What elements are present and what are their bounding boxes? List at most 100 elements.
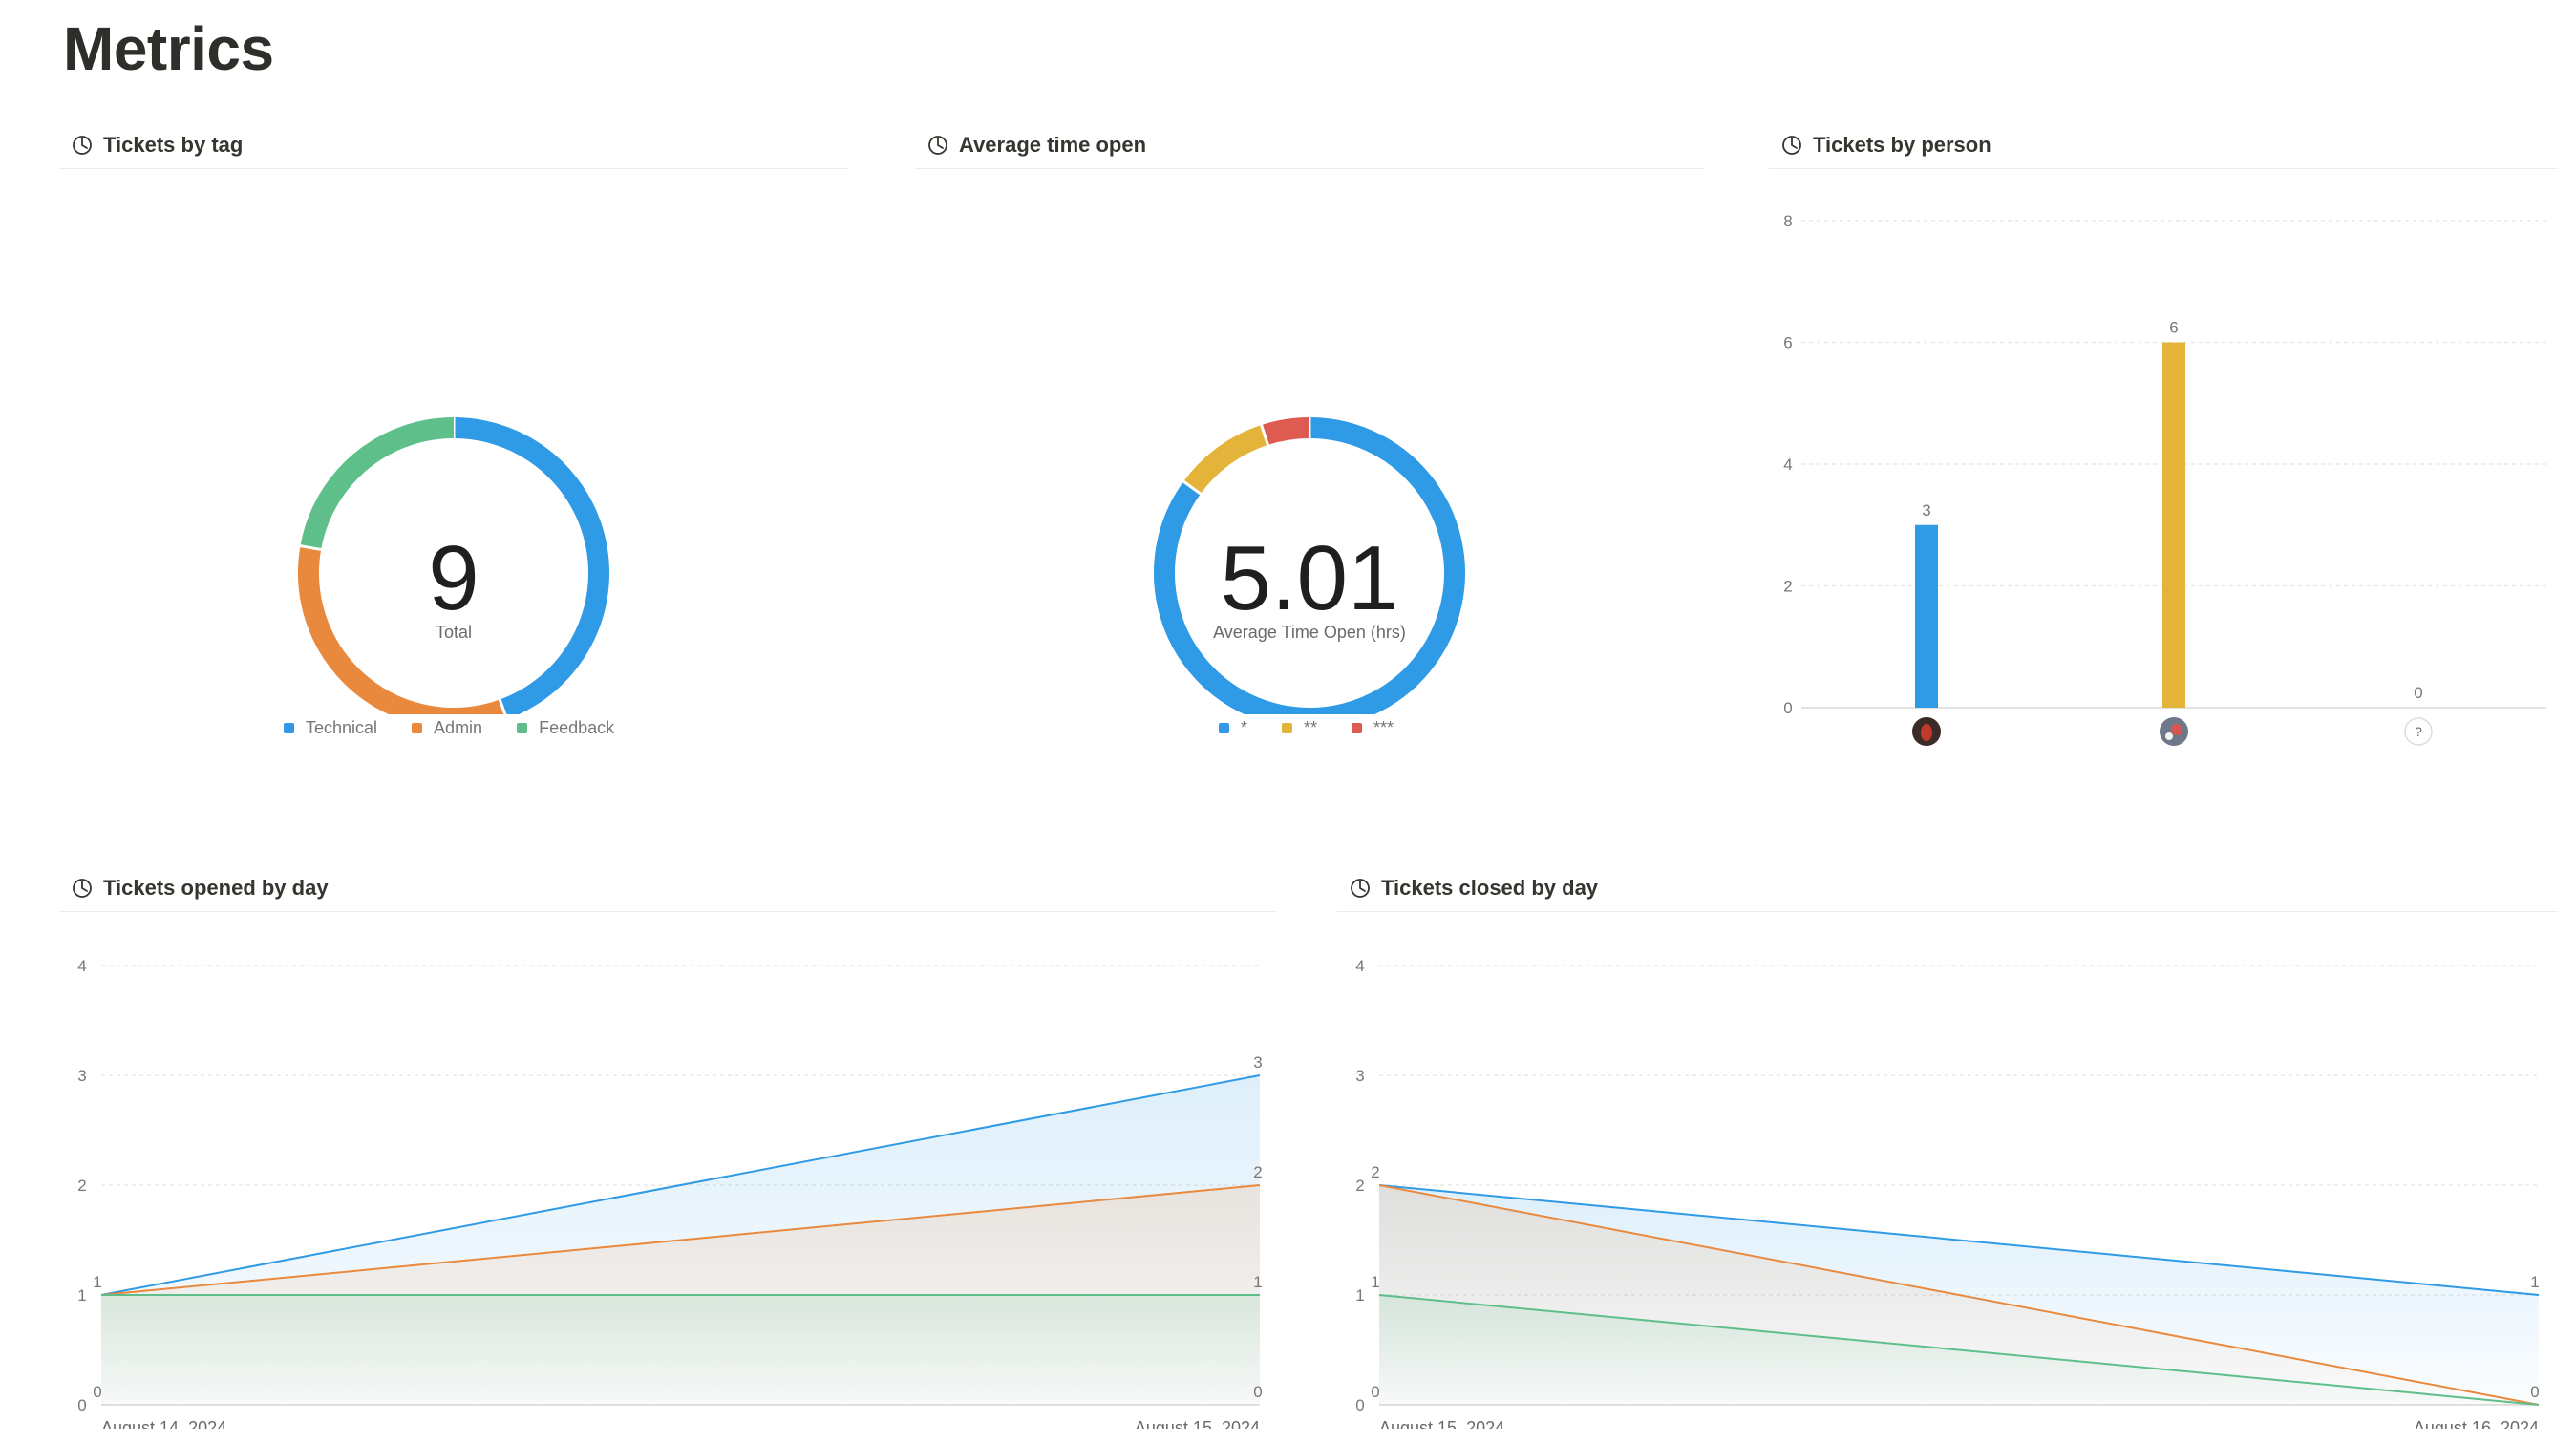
card-tickets-opened-by-day[interactable]: Tickets opened by day 0 1 2 3 4 August 14, 20… xyxy=(59,865,1276,1429)
avatar-bg xyxy=(2404,717,2433,746)
card-header: Tickets closed by day xyxy=(1337,865,2558,912)
bar-value-label: 0 xyxy=(2414,684,2422,702)
y-tick-label: 4 xyxy=(1355,957,1364,975)
card-tickets-by-person[interactable]: Tickets by person 0 2 4 6 8 3 6 0? xyxy=(1769,122,2558,772)
legend-label: * xyxy=(1241,718,1248,737)
legend-swatch xyxy=(1282,723,1293,733)
avatar-detail xyxy=(2165,732,2173,740)
chart-legend: Technical Admin Feedback xyxy=(284,718,614,738)
donut-slice-1 xyxy=(1154,417,1465,714)
x-tick-label: August 15, 2024 xyxy=(1379,1418,1504,1429)
bar-1 xyxy=(1915,524,1938,708)
point-value-label: 1 xyxy=(2530,1273,2539,1291)
avatar-unknown-glyph: ? xyxy=(2415,724,2422,739)
line-series-3 xyxy=(1378,1294,2540,1406)
legend-label: Feedback xyxy=(539,718,615,737)
y-tick-label: 6 xyxy=(1783,334,1792,352)
y-tick-label: 3 xyxy=(1355,1067,1364,1085)
y-tick-label: 4 xyxy=(1783,456,1792,474)
card-average-time-open[interactable]: Average time open 5.01 Average Time Open … xyxy=(915,122,1704,737)
area-chart-tickets-opened-by-day: 0 1 2 3 4 August 14, 2024 August 15, 2024 1 0 3 2 1… xyxy=(77,957,1262,1429)
area-fill-series-3 xyxy=(101,1295,1260,1405)
bar-2 xyxy=(2162,342,2185,708)
y-tick-label: 2 xyxy=(1783,578,1792,596)
y-tick-label: 4 xyxy=(77,957,86,975)
avatar-figure xyxy=(1921,724,1932,741)
legend-item[interactable]: Technical xyxy=(284,718,377,738)
point-value-label: 1 xyxy=(1371,1273,1379,1291)
chart-clock-icon xyxy=(71,877,94,900)
y-tick-label: 2 xyxy=(1355,1177,1364,1195)
x-tick-label: August 16, 2024 xyxy=(2414,1418,2539,1429)
chart-clock-icon xyxy=(926,134,949,157)
x-tick-label: August 15, 2024 xyxy=(1135,1418,1260,1429)
y-tick-label: 2 xyxy=(77,1177,86,1195)
card-header: Tickets opened by day xyxy=(59,865,1276,912)
donut-center-label: Average Time Open (hrs) xyxy=(1213,623,1406,642)
donut-slice-3 xyxy=(1261,417,1310,445)
chart-clock-icon xyxy=(1349,877,1372,900)
donut-slice-2 xyxy=(1183,424,1268,495)
card-title: Tickets by tag xyxy=(103,133,244,157)
legend-swatch xyxy=(517,723,528,733)
card-header: Tickets by tag xyxy=(59,122,848,169)
y-tick-label: 1 xyxy=(1355,1286,1364,1305)
legend-item[interactable]: Admin xyxy=(412,718,482,738)
donut-slice-2 xyxy=(298,545,505,714)
legend-swatch xyxy=(284,723,294,733)
line-series-2 xyxy=(1378,1184,2540,1406)
bar-value-label: 3 xyxy=(1922,501,1930,520)
line-series-1 xyxy=(1378,1184,2540,1296)
card-header: Average time open xyxy=(915,122,1704,169)
legend-item[interactable]: Feedback xyxy=(517,718,614,738)
point-value-label: 0 xyxy=(1253,1383,1262,1401)
donut-slice-gap xyxy=(299,544,323,552)
avatar-person-1-icon xyxy=(1912,717,1941,746)
donut-slice-1 xyxy=(453,417,609,714)
legend-item[interactable]: ** xyxy=(1282,718,1317,738)
point-value-label: 1 xyxy=(1253,1273,1262,1291)
bar-chart-tickets-by-person: 0 2 4 6 8 3 6 0? xyxy=(1783,212,2546,746)
card-tickets-by-tag[interactable]: Tickets by tag 9 Total Technical Admin Feed… xyxy=(59,122,848,737)
line-series-1 xyxy=(100,1074,1261,1296)
donut-center-label: Total xyxy=(436,623,472,642)
point-value-label: 0 xyxy=(2530,1383,2539,1401)
point-value-label: 1 xyxy=(93,1273,101,1291)
card-tickets-closed-by-day[interactable]: Tickets closed by day 0 1 2 3 4 August 15, 20… xyxy=(1337,865,2558,1429)
y-tick-label: 0 xyxy=(1355,1396,1364,1414)
card-title: Tickets closed by day xyxy=(1381,876,1599,900)
y-tick-label: 1 xyxy=(77,1286,86,1305)
donut-slice-gap xyxy=(1259,423,1270,447)
card-title: Tickets by person xyxy=(1813,133,1991,157)
legend-swatch xyxy=(1352,723,1363,733)
avatar-figure xyxy=(2171,724,2182,735)
donut-slice-gap xyxy=(498,698,507,714)
donut-slice-3 xyxy=(300,417,455,550)
point-value-label: 2 xyxy=(1371,1163,1379,1181)
donut-center-value: 5.01 xyxy=(1221,527,1399,629)
y-tick-label: 0 xyxy=(77,1396,86,1414)
y-tick-label: 3 xyxy=(77,1067,86,1085)
y-tick-label: 0 xyxy=(1783,699,1792,717)
legend-item[interactable]: *** xyxy=(1352,718,1394,738)
legend-label: Technical xyxy=(306,718,378,737)
area-chart-tickets-closed-by-day: 0 1 2 3 4 August 15, 2024 August 16, 2024 2 1 0 1 0 xyxy=(1355,957,2540,1429)
legend-label: ** xyxy=(1304,718,1318,737)
point-value-label: 2 xyxy=(1253,1163,1262,1181)
point-value-label: 0 xyxy=(1371,1383,1379,1401)
avatar-unknown-icon: ? xyxy=(2404,717,2433,746)
bar-value-label: 6 xyxy=(2169,319,2178,337)
point-value-label: 0 xyxy=(93,1383,101,1401)
card-title: Average time open xyxy=(959,133,1147,157)
chart-clock-icon xyxy=(1780,134,1803,157)
card-title: Tickets opened by day xyxy=(103,876,329,900)
legend-swatch xyxy=(412,723,423,733)
donut-slice-gap xyxy=(1182,479,1203,496)
legend-swatch xyxy=(1219,723,1229,733)
legend-label: Admin xyxy=(434,718,483,737)
donut-center-value: 9 xyxy=(428,527,479,629)
y-tick-label: 8 xyxy=(1783,212,1792,230)
legend-item[interactable]: * xyxy=(1219,718,1247,738)
